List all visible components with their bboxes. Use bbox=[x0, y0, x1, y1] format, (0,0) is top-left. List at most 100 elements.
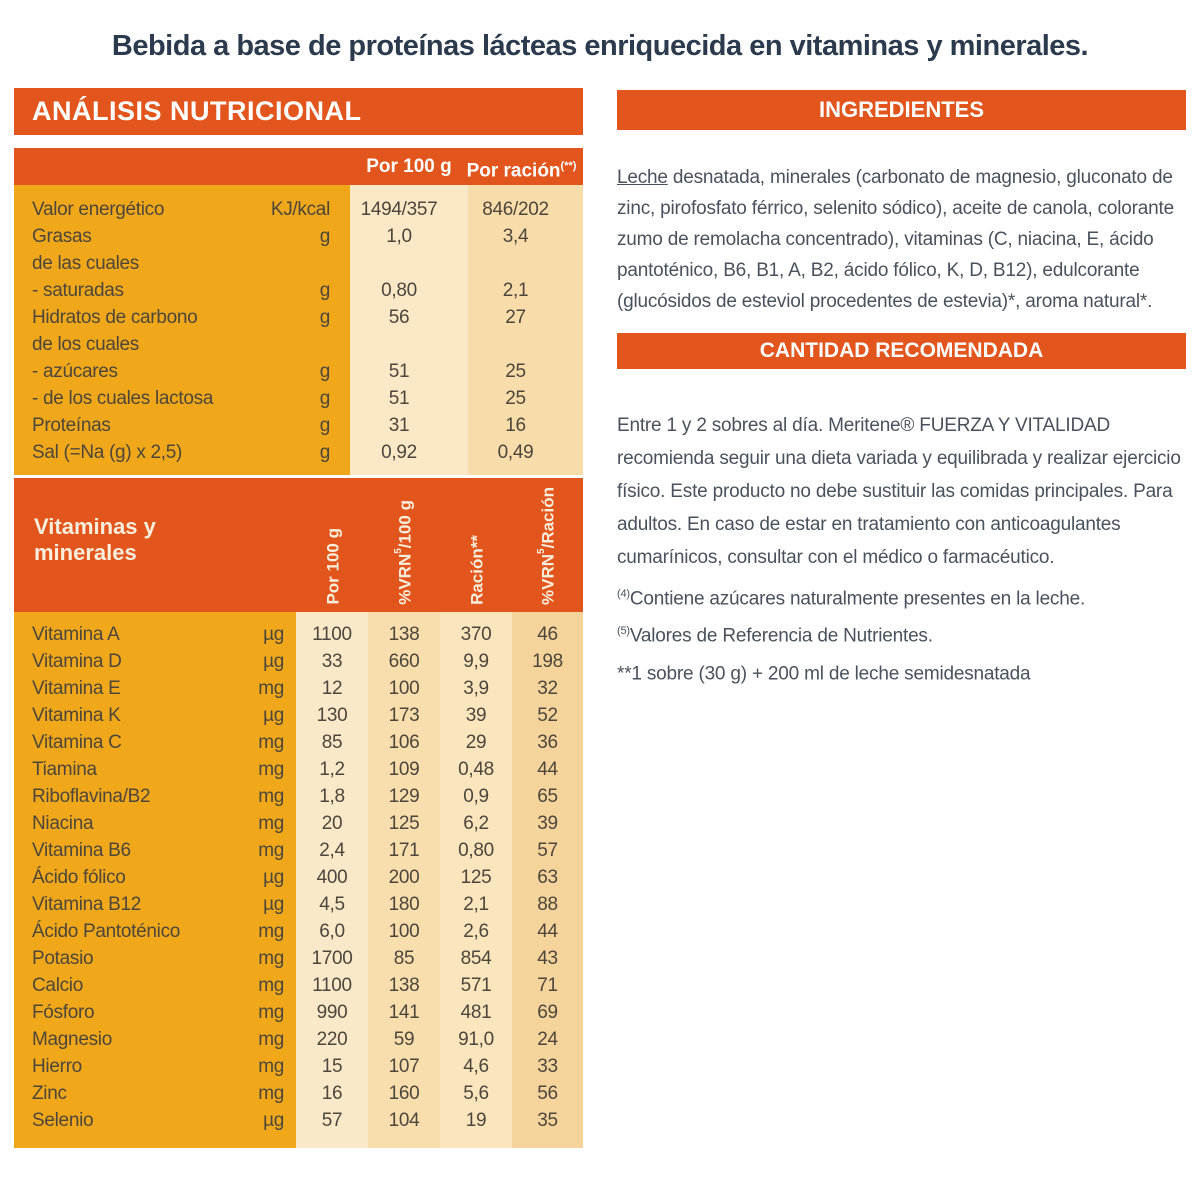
value-vrn-per-100g: 660 bbox=[388, 650, 420, 672]
value-per-100g: 6,0 bbox=[319, 920, 345, 942]
macronutrients-table: Valor energético KJ/kcal 1494/357 846/202 Gr… bbox=[14, 185, 583, 475]
value-per-100g: 1494/357 bbox=[360, 198, 438, 220]
value-vrn-per-100g: 100 bbox=[388, 677, 420, 699]
vitamin-unit: µg bbox=[263, 623, 284, 645]
nutrient-label: Proteínas bbox=[32, 414, 111, 436]
table-row: Tiamina mg 1,2 109 0,48 44 bbox=[14, 756, 583, 783]
value-vrn-per-racion: 69 bbox=[537, 1001, 558, 1023]
footnote-marker: (4) bbox=[617, 588, 630, 600]
nutrient-label: - de los cuales lactosa bbox=[32, 387, 214, 409]
nutrient-unit: g bbox=[319, 279, 331, 301]
ingredients-header-bar: INGREDIENTES bbox=[617, 90, 1186, 130]
nutrient-unit: g bbox=[319, 387, 331, 409]
value-per-100g: 0,92 bbox=[381, 441, 417, 463]
value-per-100g: 2,4 bbox=[319, 839, 345, 861]
col-head-text: /100 g bbox=[395, 500, 415, 549]
vitamin-label: Niacina bbox=[32, 812, 94, 834]
nutrient-label: Valor energético bbox=[32, 198, 165, 220]
table-row: - de los cuales lactosa g 51 25 bbox=[14, 385, 583, 412]
nutrient-unit: g bbox=[319, 306, 331, 328]
col-head-text: Por 100 g bbox=[323, 528, 343, 605]
allergen-word: Leche bbox=[617, 167, 668, 188]
value-vrn-per-racion: 63 bbox=[537, 866, 558, 888]
value-per-100g: 85 bbox=[321, 731, 343, 753]
per-racion-column-background bbox=[468, 185, 583, 475]
nutrition-header-label: ANÁLISIS NUTRICIONAL bbox=[32, 96, 362, 126]
table-row: Vitamina K µg 130 173 39 52 bbox=[14, 702, 583, 729]
vitamin-label: Calcio bbox=[32, 974, 83, 996]
value-per-100g: 1,0 bbox=[386, 225, 412, 247]
vitamin-unit: mg bbox=[258, 731, 284, 753]
vit-col1-background bbox=[296, 612, 368, 1148]
nutrient-label: Hidratos de carbono bbox=[32, 306, 198, 328]
nutrient-unit: g bbox=[319, 360, 331, 382]
vitamin-label: Vitamina K bbox=[32, 704, 121, 726]
info-panel: INGREDIENTES Leche desnatada, minerales … bbox=[617, 90, 1186, 1190]
table-row: Ácido Pantoténico mg 6,0 100 2,6 44 bbox=[14, 918, 583, 945]
vitamin-label: Vitamina B12 bbox=[32, 893, 142, 915]
nutrient-label: - azúcares bbox=[32, 360, 118, 382]
value-vrn-per-100g: 104 bbox=[388, 1109, 420, 1131]
vitamin-unit: mg bbox=[258, 920, 284, 942]
value-per-racion: 0,80 bbox=[458, 839, 494, 861]
value-per-100g: 31 bbox=[388, 414, 410, 436]
vitamin-unit: mg bbox=[258, 758, 284, 780]
vitamin-unit: µg bbox=[263, 704, 284, 726]
value-per-racion: 25 bbox=[505, 360, 526, 382]
value-vrn-per-100g: 160 bbox=[388, 1082, 420, 1104]
column-header-per-racion-footmark: (**) bbox=[560, 160, 577, 172]
vitamin-unit: mg bbox=[258, 1082, 284, 1104]
value-per-100g: 990 bbox=[316, 1001, 348, 1023]
nutrient-label: Grasas bbox=[32, 225, 92, 247]
table-row: Vitamina B6 mg 2,4 171 0,80 57 bbox=[14, 837, 583, 864]
vitamin-unit: mg bbox=[258, 947, 284, 969]
vitamin-label: Selenio bbox=[32, 1109, 94, 1131]
value-per-100g: 33 bbox=[321, 650, 343, 672]
table-row: Hierro mg 15 107 4,6 33 bbox=[14, 1053, 583, 1080]
footnote-sugars: (4)Contiene azúcares naturalmente presen… bbox=[617, 578, 1186, 615]
vitamins-rows: Vitamina A µg 1100 138 370 46 Vitamina D µg 33 66… bbox=[14, 612, 583, 1134]
vitamins-col-head-per100: Por 100 g bbox=[321, 528, 343, 605]
nutrient-unit: g bbox=[319, 414, 331, 436]
footnote-marker: (5) bbox=[617, 625, 630, 638]
value-per-100g: 0,80 bbox=[381, 279, 417, 301]
vitamin-unit: µg bbox=[263, 866, 284, 888]
table-row: Vitamina E mg 12 100 3,9 32 bbox=[14, 675, 583, 702]
vitamin-unit: µg bbox=[263, 650, 284, 672]
table-row: Fósforo mg 990 141 481 69 bbox=[14, 999, 583, 1026]
vitamins-col-head-vrn100: %VRN5/100 g bbox=[393, 500, 415, 605]
value-vrn-per-100g: 141 bbox=[388, 1001, 420, 1023]
value-per-100g: 16 bbox=[321, 1082, 343, 1104]
vitamins-col-head-vrnracion: %VRN5/Ración bbox=[536, 487, 558, 605]
value-per-100g: 56 bbox=[388, 306, 410, 328]
nutrition-analysis-panel: ANÁLISIS NUTRICIONAL Por 100 g Por ració… bbox=[14, 88, 583, 1148]
vitamin-label: Magnesio bbox=[32, 1028, 112, 1050]
vitamins-title-line2: minerales bbox=[34, 540, 137, 565]
value-per-racion: 370 bbox=[460, 623, 492, 645]
vitamin-unit: mg bbox=[258, 1055, 284, 1077]
col-head-text: %VRN bbox=[538, 553, 558, 605]
vit-col4-background bbox=[512, 612, 583, 1148]
value-per-racion: 25 bbox=[505, 387, 526, 409]
value-vrn-per-100g: 85 bbox=[393, 947, 415, 969]
recommended-header-bar: CANTIDAD RECOMENDADA bbox=[617, 333, 1186, 369]
value-per-100g: 15 bbox=[321, 1055, 343, 1077]
vitamin-unit: mg bbox=[258, 677, 284, 699]
value-vrn-per-100g: 200 bbox=[388, 866, 420, 888]
value-per-100g: 51 bbox=[388, 387, 410, 409]
table-row: Riboflavina/B2 mg 1,8 129 0,9 65 bbox=[14, 783, 583, 810]
page-title: Bebida a base de proteínas lácteas enriq… bbox=[111, 30, 1089, 62]
value-per-100g: 220 bbox=[316, 1028, 348, 1050]
value-vrn-per-100g: 180 bbox=[388, 893, 420, 915]
col-head-text: %VRN bbox=[395, 553, 415, 605]
col-head-sup: 5 bbox=[536, 548, 547, 554]
table-row: de los cuales bbox=[14, 331, 583, 358]
table-row: Vitamina C mg 85 106 29 36 bbox=[14, 729, 583, 756]
table-row: Niacina mg 20 125 6,2 39 bbox=[14, 810, 583, 837]
vitamin-label: Vitamina E bbox=[32, 677, 121, 699]
col-head-sup: 5 bbox=[393, 548, 404, 554]
vitamin-unit: mg bbox=[258, 1001, 284, 1023]
value-per-100g: 400 bbox=[316, 866, 348, 888]
table-row: Hidratos de carbono g 56 27 bbox=[14, 304, 583, 331]
footnote-text: Valores de Referencia de Nutrientes. bbox=[629, 625, 933, 647]
